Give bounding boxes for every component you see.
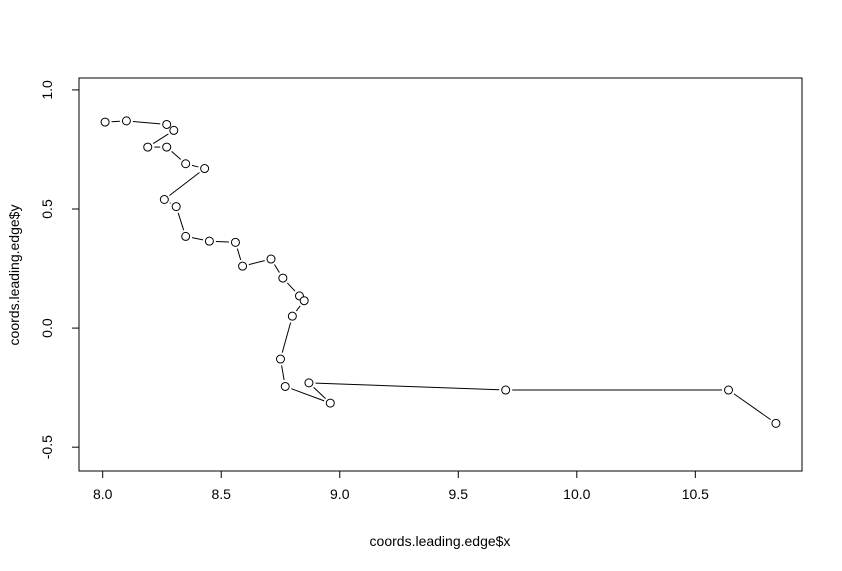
series-segment [286,282,296,292]
data-point [266,254,276,264]
data-point [143,142,153,152]
y-axis-label: coords.leading.edge$y [6,205,22,346]
series-segment [291,388,325,402]
data-point [299,296,309,306]
data-point [280,381,290,391]
plot-frame [78,77,803,472]
series-line [111,120,771,421]
data-point [159,194,169,204]
x-tick-label: 9.0 [330,486,350,502]
data-point [162,142,172,152]
data-point [171,202,181,212]
data-point [275,354,285,364]
data-point [325,398,335,408]
data-point [304,378,314,388]
series-segment [236,248,242,261]
x-tick-label: 10.5 [682,486,709,502]
x-tick-label: 8.0 [93,486,113,502]
x-tick-label: 10.0 [563,486,590,502]
data-point [181,159,191,169]
x-tick-label: 9.5 [449,486,469,502]
data-point [162,119,172,129]
series-segment [733,393,771,421]
series-segment [191,164,199,168]
x-tick-label: 8.5 [211,486,231,502]
series-segment [132,120,161,125]
data-point [204,236,214,246]
data-point [238,261,248,271]
series-segment [315,382,500,391]
data-point [287,311,297,321]
series-segment [248,260,265,266]
data-point [501,385,511,395]
data-point [169,125,179,135]
y-tick-label: 1.0 [39,80,55,100]
series-segment [274,264,280,273]
x-axis-label: coords.leading.edge$x [370,533,511,549]
data-point [278,273,288,283]
series-segment [171,150,182,160]
series-segment [313,386,326,400]
data-point [230,237,240,247]
series-segment [191,237,204,241]
series-segment [152,133,169,144]
data-point [181,231,191,241]
data-point [724,385,734,395]
series-segment [295,305,301,312]
data-point [100,117,110,127]
series-segment [215,240,229,243]
series-segment [281,322,292,353]
y-tick-label: -0.5 [39,435,55,459]
y-tick-label: 0.0 [39,318,55,338]
y-axis: -0.5 0.0 0.5 1.0 [39,80,80,459]
series-segment [169,172,200,196]
x-axis: 8.0 8.5 9.0 9.5 10.0 10.5 [93,470,709,502]
data-point [121,116,131,126]
series-segment [177,212,185,231]
y-tick-label: 0.5 [39,199,55,219]
series-segment [281,365,285,381]
data-point [200,164,210,174]
series-points [100,116,781,428]
data-point [771,418,781,428]
